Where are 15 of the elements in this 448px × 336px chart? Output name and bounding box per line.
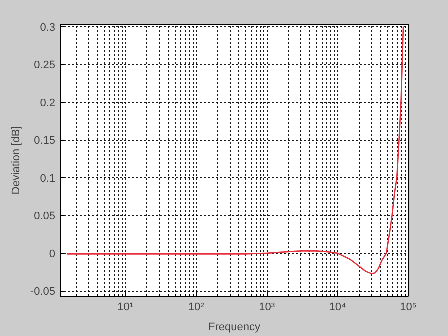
y-axis-title: Deviation [dB] [10, 126, 22, 195]
x-tick-label: 10³ [259, 302, 276, 314]
y-tick-label: 0.05 [34, 210, 56, 223]
y-tick-label: 0.1 [40, 172, 56, 185]
y-tick-label: -0.05 [30, 286, 56, 298]
y-tick-label: 0.15 [34, 135, 56, 148]
x-tick-label: 10⁵ [400, 302, 417, 314]
y-tick-label: 0.2 [40, 97, 56, 110]
x-axis-title: Frequency [208, 322, 261, 334]
x-tick-label: 10² [188, 302, 205, 314]
x-tick-label: 10¹ [118, 302, 134, 314]
x-tick-label: 10⁴ [329, 302, 347, 314]
y-tick-label: 0.25 [34, 60, 56, 72]
y-tick-label: 0 [49, 248, 56, 260]
y-tick-label: 0.3 [40, 22, 56, 34]
